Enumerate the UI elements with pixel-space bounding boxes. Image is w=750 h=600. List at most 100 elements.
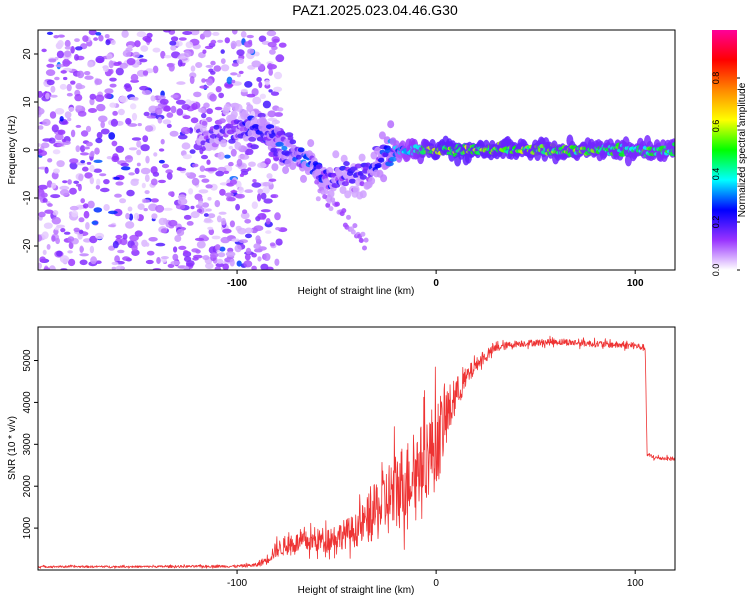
heatmap-cell <box>258 81 263 89</box>
heatmap-cell <box>78 173 84 182</box>
heatmap-cell <box>43 267 50 270</box>
heatmap-cell <box>360 231 366 237</box>
heatmap-cell <box>108 210 118 215</box>
heatmap-cell <box>46 244 51 250</box>
heatmap-cell <box>222 228 232 234</box>
heatmap-cell <box>66 92 73 97</box>
heatmap-cell <box>43 222 53 229</box>
heatmap-cell <box>196 208 203 213</box>
heatmap-cell <box>273 71 283 80</box>
heatmap-cell <box>83 146 91 150</box>
heatmap-cell <box>315 164 323 170</box>
heatmap-cell <box>117 61 122 65</box>
heatmap-cell <box>158 148 165 152</box>
heatmap-cell <box>269 49 276 55</box>
heatmap-cell <box>62 180 68 184</box>
spectrogram-y-tick-label: 10 <box>22 96 33 108</box>
heatmap-cell <box>140 144 150 152</box>
heatmap-cell <box>232 30 238 35</box>
heatmap-cell <box>80 152 89 156</box>
heatmap-cell <box>257 162 267 169</box>
heatmap-cell <box>95 94 105 102</box>
heatmap-cell <box>96 103 106 112</box>
heatmap-cell <box>169 40 177 46</box>
heatmap-cell <box>119 62 128 69</box>
heatmap-cell <box>133 212 140 221</box>
heatmap-cell <box>67 179 72 185</box>
heatmap-cell <box>130 73 139 82</box>
heatmap-cell <box>178 37 187 41</box>
heatmap-cell <box>168 219 178 227</box>
heatmap-cell <box>222 263 229 270</box>
heatmap-cell <box>59 185 70 191</box>
heatmap-cell <box>54 76 60 81</box>
heatmap-cell <box>216 215 222 223</box>
heatmap-cell <box>56 50 64 59</box>
heatmap-cell <box>196 240 206 249</box>
heatmap-cell <box>358 153 366 162</box>
heatmap-cell <box>250 144 259 150</box>
heatmap-cell <box>50 194 61 199</box>
heatmap-cell <box>204 217 212 223</box>
heatmap-cell <box>238 186 245 194</box>
heatmap-cell <box>128 172 135 176</box>
heatmap-cell <box>175 204 186 210</box>
heatmap-cell <box>139 58 148 63</box>
heatmap-cell <box>111 266 117 270</box>
heatmap-cell <box>73 180 80 184</box>
heatmap-cell <box>112 240 119 249</box>
heatmap-cell <box>244 227 253 234</box>
heatmap-cell <box>209 252 219 258</box>
heatmap-cell <box>198 200 204 207</box>
heatmap-cell <box>256 77 262 82</box>
heatmap-cell <box>38 211 46 218</box>
heatmap-cell <box>131 112 138 121</box>
snr-y-label: SNR (10 * v/v) <box>7 416 18 480</box>
heatmap-cell <box>170 45 177 51</box>
heatmap-cell <box>255 235 261 243</box>
heatmap-cell <box>169 130 179 137</box>
heatmap-cell <box>38 125 44 130</box>
heatmap-cell <box>162 207 173 211</box>
heatmap-cell <box>314 179 320 185</box>
heatmap-cell <box>75 183 82 187</box>
heatmap-cell <box>51 235 56 242</box>
heatmap-cell <box>160 256 169 260</box>
heatmap-cell <box>191 102 198 111</box>
heatmap-cell <box>96 131 103 139</box>
heatmap-cell <box>71 210 79 218</box>
heatmap-cell <box>70 129 76 138</box>
heatmap-cell <box>217 39 224 43</box>
heatmap-cell <box>134 230 143 237</box>
spectrogram-x-label: Height of straight line (km) <box>298 286 415 297</box>
heatmap-cell <box>59 116 64 122</box>
heatmap-cell <box>230 72 238 76</box>
heatmap-cell <box>251 60 261 68</box>
heatmap-cell <box>153 152 158 157</box>
heatmap-cell <box>176 167 187 171</box>
heatmap-cell <box>79 259 88 266</box>
heatmap-cell <box>125 118 132 125</box>
heatmap-cell <box>176 81 186 85</box>
heatmap-cell <box>106 53 113 60</box>
heatmap-cell <box>205 262 214 269</box>
heatmap-cell <box>203 102 210 109</box>
heatmap-cell <box>80 145 86 153</box>
heatmap-cell <box>80 160 86 164</box>
heatmap-cell <box>57 129 66 135</box>
heatmap-cell <box>325 202 331 208</box>
heatmap-cell <box>115 181 124 186</box>
heatmap-cell <box>219 246 226 252</box>
heatmap-cell <box>251 265 257 270</box>
heatmap-cell <box>45 69 56 76</box>
heatmap-cell <box>328 206 334 212</box>
heatmap-cell <box>93 37 98 41</box>
heatmap-cell <box>217 252 226 258</box>
heatmap-cell <box>88 30 97 36</box>
heatmap-cell <box>248 161 256 167</box>
heatmap-cell <box>46 79 55 86</box>
heatmap-cell <box>170 105 177 114</box>
heatmap-cell <box>224 192 234 198</box>
